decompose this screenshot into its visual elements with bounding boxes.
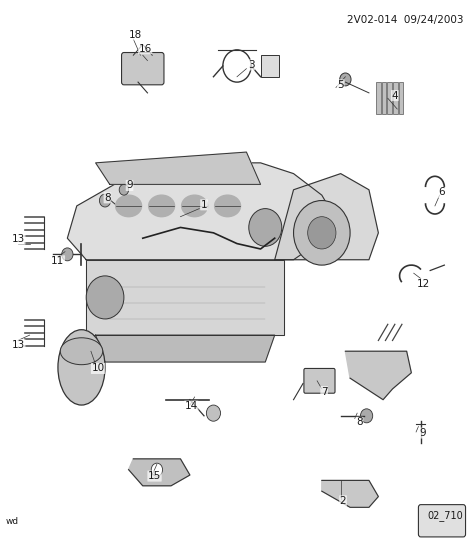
Circle shape: [206, 405, 220, 421]
Polygon shape: [322, 480, 378, 507]
FancyBboxPatch shape: [304, 368, 335, 393]
Circle shape: [293, 201, 350, 265]
Bar: [387, 82, 392, 114]
Bar: [376, 82, 381, 114]
Polygon shape: [128, 459, 190, 486]
Text: 5: 5: [337, 80, 344, 90]
Text: 10: 10: [91, 364, 105, 373]
Circle shape: [86, 276, 124, 319]
FancyBboxPatch shape: [121, 52, 164, 85]
Text: 3: 3: [248, 60, 255, 70]
Text: 16: 16: [138, 44, 152, 54]
Text: 8: 8: [356, 417, 363, 427]
Text: 2: 2: [340, 496, 346, 506]
Ellipse shape: [149, 195, 174, 217]
Text: 18: 18: [129, 30, 142, 39]
Text: 11: 11: [51, 256, 64, 266]
Text: 9: 9: [419, 428, 426, 438]
Circle shape: [360, 409, 373, 423]
Text: 15: 15: [148, 471, 161, 481]
Polygon shape: [96, 152, 261, 184]
Bar: [399, 82, 403, 114]
FancyBboxPatch shape: [419, 505, 465, 537]
Text: 6: 6: [438, 188, 445, 197]
Ellipse shape: [116, 195, 142, 217]
Text: 13: 13: [12, 340, 25, 350]
Bar: [261, 55, 279, 77]
Ellipse shape: [215, 195, 240, 217]
Circle shape: [100, 194, 111, 207]
Text: 4: 4: [392, 90, 398, 101]
Text: 2V02-014  09/24/2003: 2V02-014 09/24/2003: [346, 15, 463, 25]
Bar: [382, 82, 386, 114]
Circle shape: [62, 248, 73, 261]
Circle shape: [151, 463, 163, 476]
Polygon shape: [67, 163, 341, 260]
Polygon shape: [275, 174, 378, 260]
Circle shape: [340, 73, 351, 86]
Circle shape: [249, 209, 282, 246]
Polygon shape: [86, 260, 284, 335]
Text: 13: 13: [12, 234, 25, 245]
Text: wd: wd: [6, 517, 19, 526]
Ellipse shape: [182, 195, 208, 217]
Circle shape: [119, 184, 128, 195]
Polygon shape: [346, 351, 411, 400]
Ellipse shape: [58, 329, 105, 405]
Text: 8: 8: [104, 193, 111, 203]
Text: 9: 9: [126, 181, 133, 190]
Text: 14: 14: [185, 401, 198, 411]
Circle shape: [308, 217, 336, 249]
Bar: [393, 82, 398, 114]
Ellipse shape: [60, 338, 103, 365]
Text: 12: 12: [417, 279, 430, 289]
Polygon shape: [96, 335, 275, 362]
Text: 1: 1: [201, 200, 207, 210]
Text: 02_710: 02_710: [428, 510, 463, 521]
Text: 7: 7: [321, 387, 328, 397]
